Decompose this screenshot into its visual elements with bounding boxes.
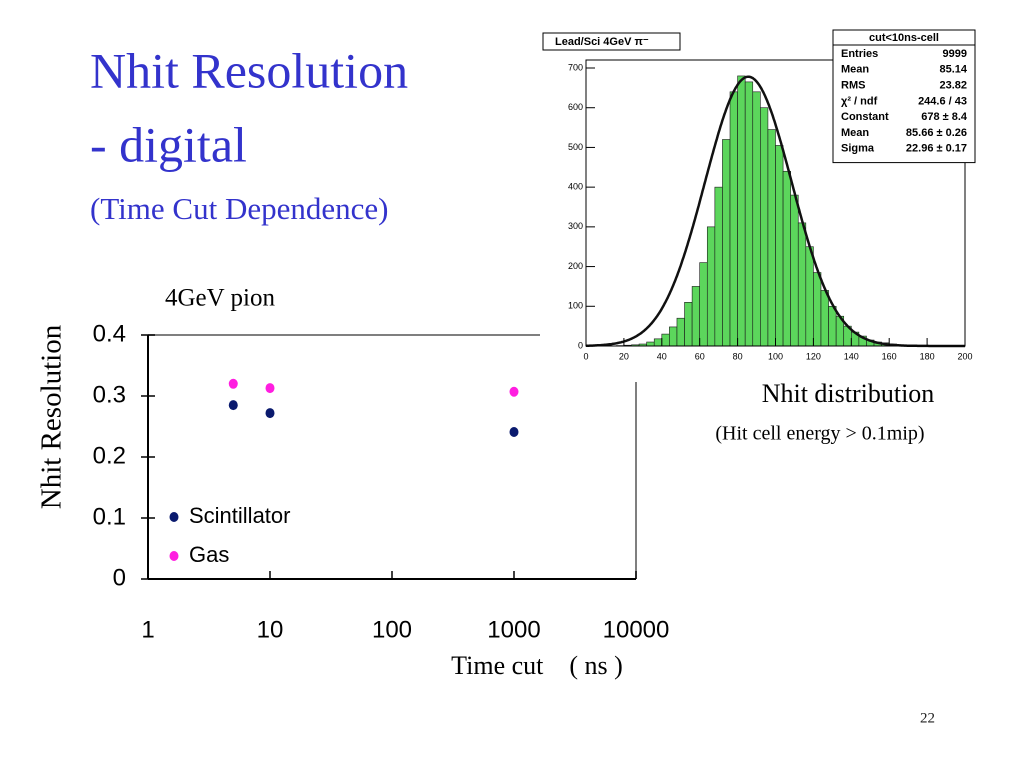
- y-tick-label: 0: [578, 340, 583, 350]
- bar: [691, 286, 700, 347]
- bar: [828, 305, 837, 347]
- point: [509, 386, 519, 397]
- y-tick-label: 200: [568, 261, 583, 271]
- bar: [752, 91, 761, 347]
- y-tick-label: 500: [568, 142, 583, 152]
- y-tick-label: 0.1: [93, 503, 126, 530]
- stats-box: [832, 29, 976, 164]
- x-tick-label: 80: [733, 351, 743, 361]
- y-tick-label: 0: [113, 564, 126, 591]
- x-tick-label: 180: [920, 351, 935, 361]
- y-tick-label: 100: [568, 301, 583, 311]
- bar: [669, 326, 678, 347]
- stats-label: Sigma: [841, 143, 875, 155]
- x-tick-label: 120: [806, 351, 821, 361]
- stats-value: 9999: [943, 48, 967, 60]
- caption: Nhit distribution: [762, 379, 935, 408]
- y-axis-label: Nhit Resolution: [36, 324, 68, 509]
- bar: [676, 317, 685, 347]
- x-tick-label: 60: [695, 351, 705, 361]
- bar: [722, 139, 731, 347]
- slide-subtitle: (Time Cut Dependence): [90, 191, 388, 226]
- bar: [767, 129, 776, 347]
- bar: [737, 75, 746, 347]
- stats-label: χ² / ndf: [841, 95, 878, 107]
- stats-label: Mean: [841, 64, 869, 76]
- stats-value: 85.66 ± 0.26: [906, 127, 967, 139]
- stats-label: RMS: [841, 80, 865, 92]
- x-tick-label: 160: [882, 351, 897, 361]
- legend-label: Gas: [189, 542, 229, 567]
- caption-note: (Hit cell energy > 0.1mip): [715, 423, 924, 445]
- stats-value: 23.82: [939, 80, 967, 92]
- x-tick-label: 140: [844, 351, 859, 361]
- legend-marker: [169, 551, 179, 561]
- x-tick-label: 10000: [603, 616, 670, 643]
- histogram-chart: 0 100 200 300 400 500 600 700 0 20 40 60 80 100 120 140…: [540, 25, 978, 382]
- point: [265, 383, 275, 394]
- title-box: [542, 32, 681, 51]
- x-tick-label: 10: [257, 616, 284, 643]
- point: [509, 426, 519, 437]
- bar: [813, 272, 822, 347]
- y-tick-label: 400: [568, 182, 583, 192]
- bar: [706, 226, 716, 347]
- x-axis-label: Time cut ( ns ): [451, 651, 623, 680]
- bar: [699, 262, 708, 347]
- x-tick-label: 1000: [487, 616, 540, 643]
- x-tick-label: 100: [372, 616, 412, 643]
- point: [228, 400, 238, 411]
- bar: [653, 338, 663, 347]
- stats-value: 22.96 ± 0.17: [906, 143, 967, 155]
- x-tick-label: 100: [768, 351, 783, 361]
- histogram-title: Lead/Sci 4GeV π⁻: [555, 36, 649, 48]
- bar: [661, 333, 670, 347]
- page-number: 22: [920, 710, 935, 726]
- y-tick-label: 0.2: [93, 442, 126, 469]
- bar: [646, 341, 655, 347]
- y-tick-label: 600: [568, 102, 583, 112]
- bar: [714, 186, 723, 347]
- stats-value: 678 ± 8.4: [921, 111, 968, 123]
- x-tick-label: 200: [957, 351, 972, 361]
- slide-title: - digital: [90, 116, 247, 172]
- stats-title: cut<10ns-cell: [869, 32, 939, 44]
- bar: [782, 170, 791, 347]
- bar: [797, 222, 807, 347]
- y-tick-label: 0.3: [93, 381, 126, 408]
- stats-label: Mean: [841, 127, 869, 139]
- point: [265, 408, 275, 419]
- slide-title: Nhit Resolution: [90, 42, 408, 98]
- legend-marker: [169, 512, 179, 522]
- stats-value: 244.6 / 43: [918, 95, 967, 107]
- bar: [790, 194, 799, 347]
- y-tick-label: 300: [568, 221, 583, 231]
- bar: [744, 81, 754, 347]
- stats-label: Constant: [841, 111, 889, 123]
- bar: [729, 91, 738, 347]
- bar: [805, 246, 814, 347]
- bar: [775, 145, 784, 347]
- x-tick-label: 1: [141, 616, 154, 643]
- y-tick-label: 700: [568, 62, 583, 72]
- x-tick-label: 40: [657, 351, 667, 361]
- bar: [760, 107, 769, 347]
- bar: [820, 290, 829, 347]
- bar: [684, 302, 693, 347]
- legend-label: Scintillator: [189, 503, 290, 528]
- x-tick-label: 0: [583, 351, 588, 361]
- scatter-chart: 0 0.1 0.2 0.3 0.4 1 10 100 1000 10000 Scintillator…: [93, 320, 670, 643]
- chart-title: 4GeV pion: [165, 285, 275, 312]
- x-tick-label: 20: [619, 351, 629, 361]
- stats-label: Entries: [841, 48, 878, 60]
- point: [228, 378, 238, 389]
- y-tick-label: 0.4: [93, 320, 126, 347]
- stats-value: 85.14: [939, 64, 967, 76]
